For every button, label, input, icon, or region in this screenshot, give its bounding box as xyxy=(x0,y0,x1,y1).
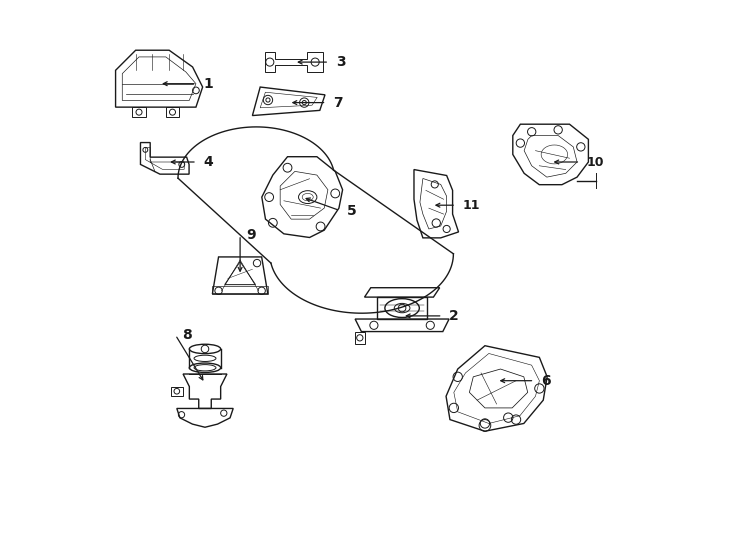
Text: 3: 3 xyxy=(335,55,345,69)
Text: 6: 6 xyxy=(541,374,550,388)
Text: 7: 7 xyxy=(333,96,343,110)
Text: 10: 10 xyxy=(586,156,604,168)
Text: 8: 8 xyxy=(182,328,192,342)
Text: 2: 2 xyxy=(449,309,459,323)
Text: 1: 1 xyxy=(203,77,213,91)
Text: 11: 11 xyxy=(462,199,480,212)
Text: 5: 5 xyxy=(346,204,356,218)
Text: 4: 4 xyxy=(203,155,213,169)
Text: 9: 9 xyxy=(247,228,256,242)
